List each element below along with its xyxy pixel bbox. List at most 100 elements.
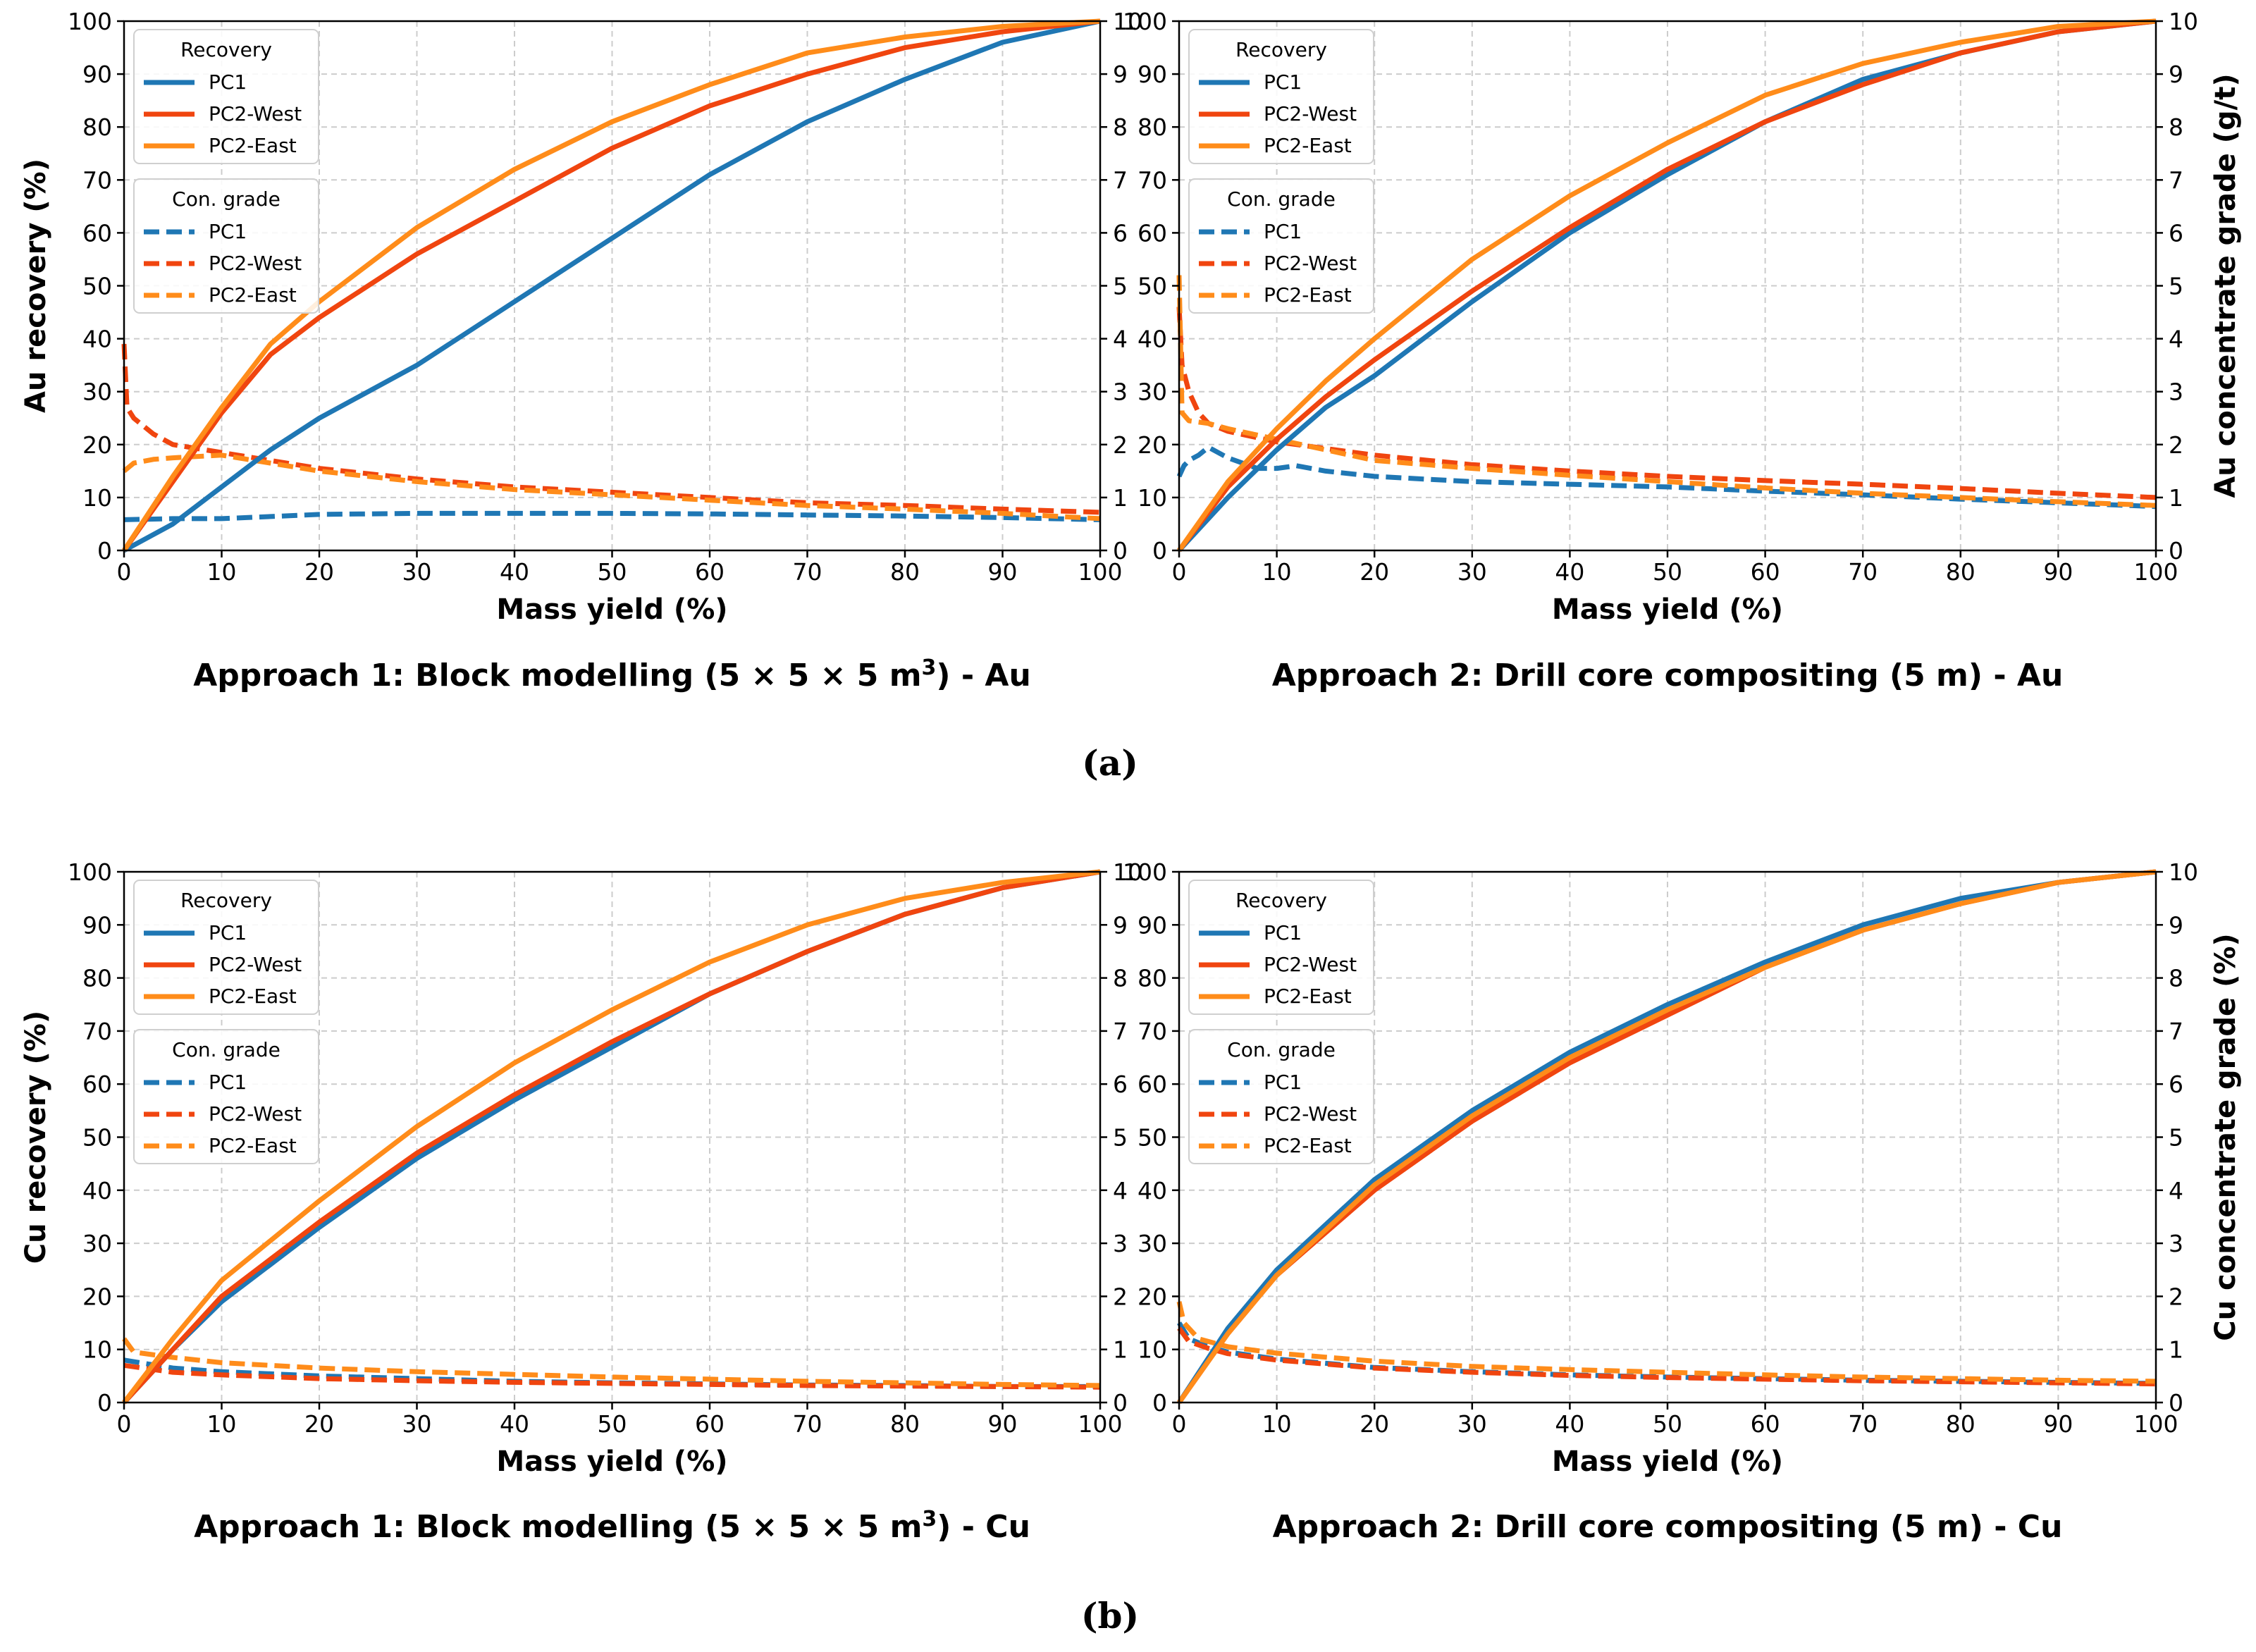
figure-label-a: (a) xyxy=(1082,742,1138,784)
y-tick-label: 10 xyxy=(82,484,112,512)
x-tick-label: 70 xyxy=(793,558,822,586)
grade-line-pc2-east xyxy=(1176,1301,2157,1384)
y2-tick-label: 7 xyxy=(2169,166,2183,194)
x-tick-label: 0 xyxy=(117,558,132,586)
x-tick-label: 90 xyxy=(988,558,1018,586)
x-tick-label: 0 xyxy=(1172,558,1187,586)
y-tick-label: 20 xyxy=(82,1283,112,1310)
y-tick-label: 10 xyxy=(1138,1336,1167,1364)
caption-main: Approach 2: Drill core compositing (5 m)… xyxy=(1272,658,2064,694)
y-axis-label: Cu recovery (%) xyxy=(20,1011,52,1264)
y-tick-label: 60 xyxy=(1138,219,1167,247)
y-tick-label: 20 xyxy=(82,431,112,459)
x-tick-label: 10 xyxy=(1262,558,1292,586)
legend-label: PC1 xyxy=(209,1071,247,1094)
y2-tick-label: 3 xyxy=(1113,1230,1128,1257)
legend-label: PC1 xyxy=(1264,220,1302,243)
y2-tick-label: 8 xyxy=(1113,113,1128,141)
x-tick-label: 40 xyxy=(500,558,529,586)
legend-box xyxy=(133,1029,319,1164)
y2-tick-label: 3 xyxy=(2169,1230,2183,1257)
y-tick-label: 80 xyxy=(82,113,112,141)
recovery-line-pc2-west xyxy=(122,18,1101,553)
x-tick-label: 70 xyxy=(793,1410,822,1438)
x-tick-label: 50 xyxy=(1653,558,1682,586)
y-axis-label: Au recovery (%) xyxy=(20,159,52,413)
figure-label-b: (b) xyxy=(1081,1595,1139,1636)
y2-axis-label: Cu concentrate grade (%) xyxy=(2209,933,2242,1340)
y-tick-label: 30 xyxy=(1138,378,1167,406)
legend-label: PC2-West xyxy=(1264,252,1357,275)
y2-tick-label: 3 xyxy=(1113,378,1128,406)
y2-tick-label: 6 xyxy=(2169,219,2183,247)
panel-caption: Approach 1: Block modelling (5 × 5 × 5 m… xyxy=(194,1507,1030,1545)
y-tick-label: 70 xyxy=(82,166,112,194)
x-tick-label: 100 xyxy=(1078,1410,1123,1438)
y2-tick-label: 8 xyxy=(2169,113,2183,141)
grade-line-pc2-west xyxy=(1176,307,2157,500)
x-tick-label: 80 xyxy=(1946,558,1975,586)
panel-caption: Approach 2: Drill core compositing (5 m)… xyxy=(1273,1509,2063,1545)
y2-tick-label: 4 xyxy=(1113,1177,1128,1204)
legend-recovery: Recovery PC1 PC2-West PC2-East xyxy=(1188,29,1374,164)
recovery-line-pc2-west xyxy=(1177,18,2157,553)
y-tick-label: 40 xyxy=(1138,326,1167,353)
legend-grade: Con. grade PC1 PC2-West PC2-East xyxy=(1188,1029,1374,1164)
y-tick-label: 10 xyxy=(1138,484,1167,512)
grade-line-pc1 xyxy=(1177,1321,2157,1386)
legend-recovery: Recovery PC1 PC2-West PC2-East xyxy=(133,29,319,164)
y2-tick-label: 0 xyxy=(1113,1389,1128,1417)
y-tick-label: 100 xyxy=(68,858,112,886)
x-axis-label: Mass yield (%) xyxy=(1552,1446,1783,1478)
legend-label: PC2-East xyxy=(1264,985,1352,1008)
y2-tick-label: 2 xyxy=(2169,431,2183,459)
legend-label: PC2-West xyxy=(1264,1102,1357,1126)
y-tick-label: 30 xyxy=(82,1230,112,1257)
y-tick-label: 90 xyxy=(82,61,112,88)
x-tick-label: 60 xyxy=(1751,1410,1780,1438)
y2-tick-label: 10 xyxy=(1113,858,1142,886)
grade-line-pc2-east xyxy=(122,1337,1101,1388)
legend-label: PC1 xyxy=(209,70,247,94)
y2-tick-label: 9 xyxy=(2169,61,2183,88)
y2-tick-label: 6 xyxy=(2169,1071,2183,1098)
y-tick-label: 90 xyxy=(1138,61,1167,88)
grade-line-pc2-west xyxy=(1177,1326,2157,1387)
recovery-line-pc2-east xyxy=(122,869,1101,1405)
y2-tick-label: 7 xyxy=(2169,1018,2183,1045)
legend-title: Con. grade xyxy=(1227,1038,1336,1061)
x-tick-label: 70 xyxy=(1848,1410,1878,1438)
x-tick-label: 80 xyxy=(890,558,920,586)
legend-title: Recovery xyxy=(1235,889,1327,912)
y-tick-label: 0 xyxy=(97,537,112,565)
caption-main: Approach 1: Block modelling (5 × 5 × 5 m xyxy=(193,658,921,694)
recovery-line-pc2-east xyxy=(1177,18,2157,553)
y-tick-label: 60 xyxy=(82,1071,112,1098)
legend-box xyxy=(1188,1029,1374,1164)
y-tick-label: 70 xyxy=(82,1018,112,1045)
y-tick-label: 90 xyxy=(82,911,112,939)
y2-tick-label: 6 xyxy=(1113,219,1128,247)
x-tick-label: 60 xyxy=(1751,558,1780,586)
y2-tick-label: 10 xyxy=(2169,858,2198,886)
y2-tick-label: 7 xyxy=(1113,1018,1128,1045)
y2-tick-label: 2 xyxy=(1113,1283,1128,1310)
legend-label: PC2-East xyxy=(1264,134,1352,157)
caption-superscript: 3 xyxy=(922,1507,937,1531)
y2-tick-label: 8 xyxy=(2169,965,2183,992)
legend-box xyxy=(1188,178,1374,314)
x-tick-label: 50 xyxy=(598,1410,627,1438)
recovery-line-pc2-east xyxy=(122,18,1101,552)
y2-tick-label: 0 xyxy=(1113,537,1128,565)
legend-label: PC2-West xyxy=(1264,953,1357,976)
x-tick-label: 100 xyxy=(1078,558,1123,586)
x-axis-label: Mass yield (%) xyxy=(496,593,727,626)
y2-tick-label: 0 xyxy=(2169,537,2183,565)
x-tick-label: 90 xyxy=(2043,1410,2073,1438)
chart-panel-2: 0 10 20 30 40 50 60 70 80 90 100010203040506070809… xyxy=(1123,8,2242,694)
caption-end: ) - Au xyxy=(936,658,1030,694)
y-tick-label: 70 xyxy=(1138,166,1167,194)
legend-box xyxy=(1188,880,1374,1015)
x-tick-label: 20 xyxy=(304,1410,334,1438)
legend-box xyxy=(1188,29,1374,164)
